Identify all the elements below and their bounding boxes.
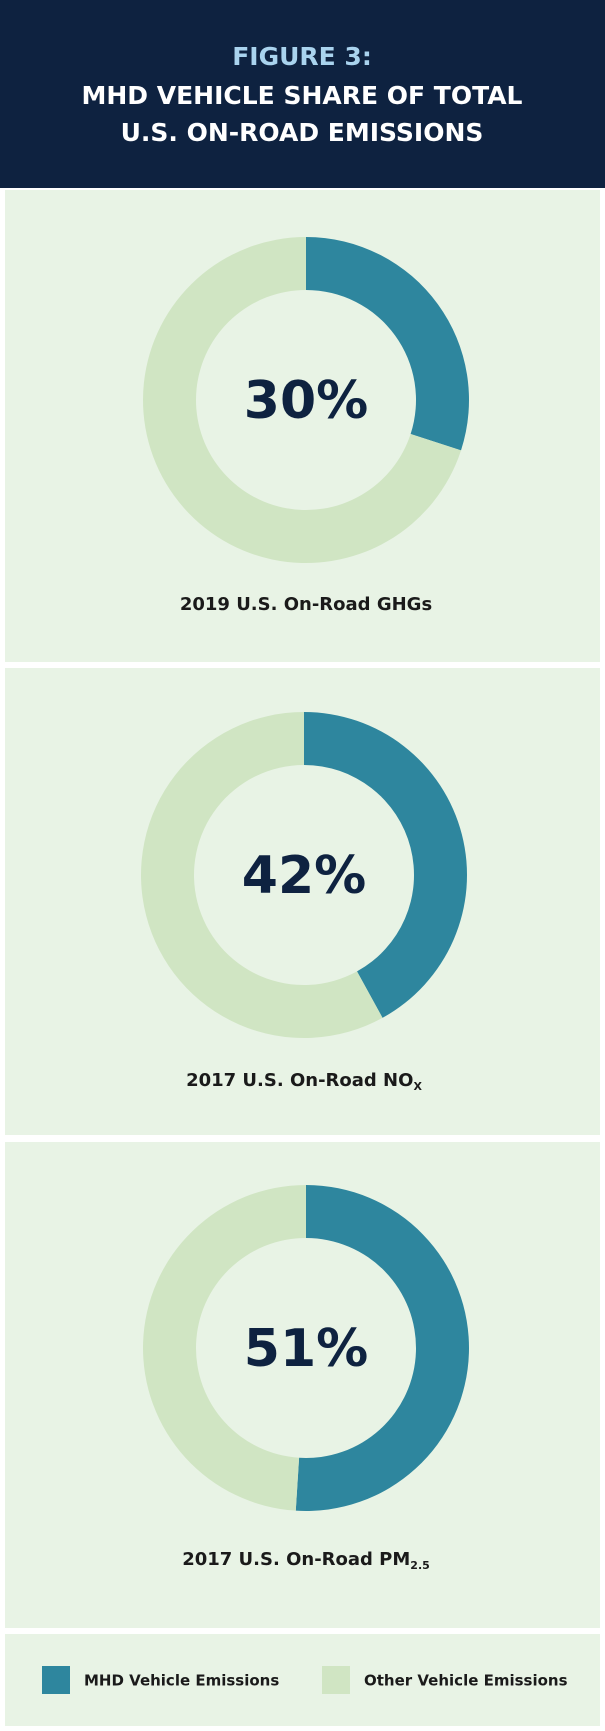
caption-subscript: 2.5 [410, 1559, 430, 1572]
center-label: 51% [244, 1319, 368, 1379]
header-title: MHD VEHICLE SHARE OF TOTAL [81, 81, 522, 110]
chart-caption: 2017 U.S. On-Road PM2.5 [182, 1549, 430, 1572]
header-bg [0, 0, 605, 188]
legend-label: MHD Vehicle Emissions [84, 1672, 279, 1690]
caption-text: 2017 U.S. On-Road PM [182, 1549, 410, 1570]
legend-panel [5, 1634, 600, 1726]
donut-segment [142, 237, 462, 564]
donut-segment [142, 1185, 306, 1511]
legend-label: Other Vehicle Emissions [364, 1672, 568, 1690]
donut-segment [295, 1185, 469, 1511]
center-label: 30% [244, 371, 368, 431]
caption-text: 2019 U.S. On-Road GHGs [180, 594, 432, 615]
caption-subscript: X [413, 1080, 422, 1093]
donut-segment [140, 712, 383, 1038]
caption-text: 2017 U.S. On-Road NO [186, 1070, 413, 1091]
center-label: 42% [242, 846, 366, 906]
header-title: U.S. ON-ROAD EMISSIONS [121, 118, 484, 147]
legend-swatch [322, 1666, 350, 1694]
chart-caption: 2019 U.S. On-Road GHGs [180, 594, 432, 615]
figure-label: FIGURE 3: [232, 42, 372, 71]
donut-segment [306, 237, 469, 451]
donut-segment [304, 712, 467, 1018]
chart-caption: 2017 U.S. On-Road NOX [186, 1070, 422, 1093]
legend-swatch [42, 1666, 70, 1694]
